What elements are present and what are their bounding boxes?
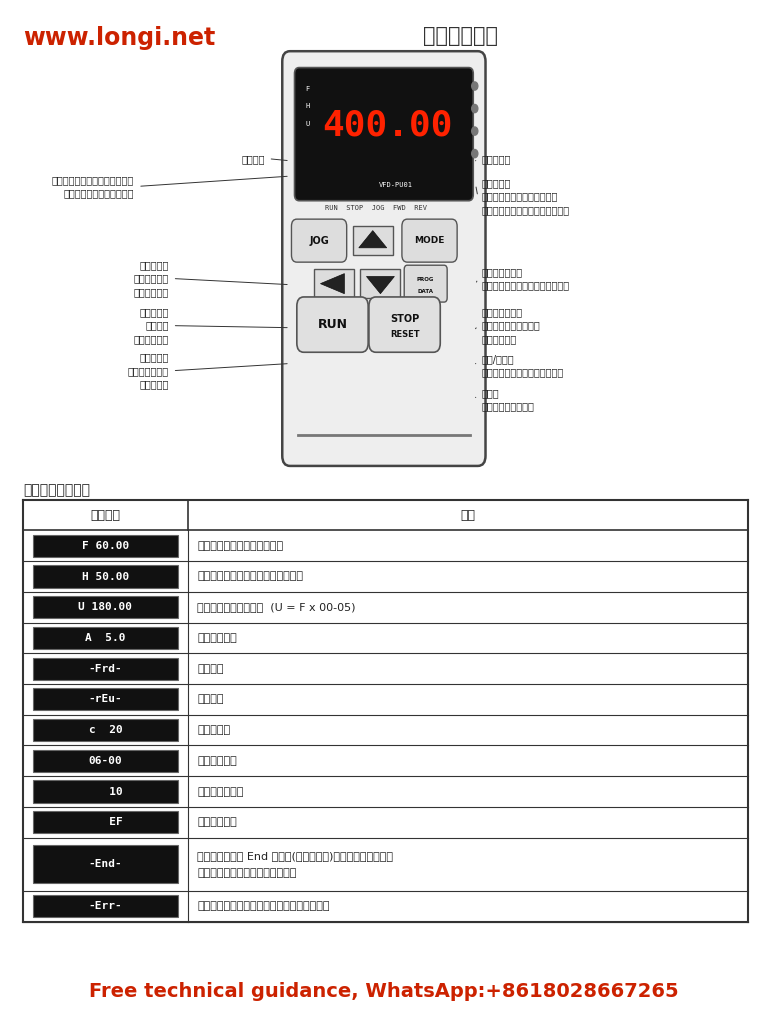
FancyBboxPatch shape xyxy=(353,226,393,255)
FancyBboxPatch shape xyxy=(33,627,178,649)
Text: RUN: RUN xyxy=(318,318,348,331)
Text: A  5.0: A 5.0 xyxy=(85,633,126,643)
FancyBboxPatch shape xyxy=(33,895,178,918)
Text: DATA: DATA xyxy=(418,290,433,294)
Circle shape xyxy=(472,82,478,90)
Text: www.longi.net: www.longi.net xyxy=(23,26,216,49)
Text: Free technical guidance, WhatsApp:+8618028667265: Free technical guidance, WhatsApp:+86180… xyxy=(89,982,678,1001)
Text: 显示参数内容值: 显示参数内容值 xyxy=(197,786,243,797)
Text: U 180.00: U 180.00 xyxy=(78,602,133,612)
Text: STOP: STOP xyxy=(390,314,420,325)
Text: 功能显示项目说明: 功能显示项目说明 xyxy=(23,483,90,498)
Text: -rEu-: -rEu- xyxy=(88,694,123,705)
Text: 数值左移键
方便於修改数值
大的设定值: 数值左移键 方便於修改数值 大的设定值 xyxy=(127,352,169,389)
Text: 状态显示区
分别可显示驱动器的运转状态
运转、停止、寸动、正转、反转等: 状态显示区 分别可显示驱动器的运转状态 运转、停止、寸动、正转、反转等 xyxy=(482,178,570,215)
Text: -Err-: -Err- xyxy=(88,901,123,911)
Polygon shape xyxy=(321,273,344,294)
FancyBboxPatch shape xyxy=(360,269,400,298)
FancyBboxPatch shape xyxy=(33,565,178,588)
FancyBboxPatch shape xyxy=(33,780,178,803)
Text: 显示项目: 显示项目 xyxy=(91,509,120,521)
Text: 06-00: 06-00 xyxy=(88,756,123,766)
Text: 400.00: 400.00 xyxy=(322,109,453,143)
Text: 显示驱动器实际输出到马达的频率。: 显示驱动器实际输出到马达的频率。 xyxy=(197,571,303,582)
Text: H 50.00: H 50.00 xyxy=(82,571,129,582)
Text: 显示画面选择键
按此键显示项目逐次变更以供选择: 显示画面选择键 按此键显示项目逐次变更以供选择 xyxy=(482,267,570,290)
Text: 可显示频率、电流、电压、转向
、使用者定义单位、异常等: 可显示频率、电流、电压、转向 、使用者定义单位、异常等 xyxy=(52,175,134,198)
Polygon shape xyxy=(367,276,394,294)
Text: 显示计数值: 显示计数值 xyxy=(197,725,230,735)
Circle shape xyxy=(472,127,478,135)
Text: -Frd-: -Frd- xyxy=(88,664,123,674)
Text: 10: 10 xyxy=(88,786,123,797)
Text: 若由显示区读到 End 的讯息(如左图所示)大约一秒钟，表示资: 若由显示区读到 End 的讯息(如左图所示)大约一秒钟，表示资 xyxy=(197,851,393,861)
Text: H: H xyxy=(305,103,310,110)
FancyBboxPatch shape xyxy=(404,265,447,302)
Circle shape xyxy=(472,150,478,158)
FancyBboxPatch shape xyxy=(33,688,178,711)
Text: 反转命令: 反转命令 xyxy=(197,694,224,705)
Text: 外部异常显示: 外部异常显示 xyxy=(197,817,237,827)
Text: PROG: PROG xyxy=(417,278,434,282)
Text: c  20: c 20 xyxy=(88,725,123,735)
Text: 若设定的资料不被接受或数值超出时即会显示: 若设定的资料不被接受或数值超出时即会显示 xyxy=(197,901,330,911)
Text: 参数资料设定键
用以读取修改驱动器的
各项参数设定: 参数资料设定键 用以读取修改驱动器的 各项参数设定 xyxy=(482,307,541,344)
Text: EF: EF xyxy=(88,817,123,827)
Text: 寸动运转键
按此键可执行
寸动频率运转: 寸动运转键 按此键可执行 寸动频率运转 xyxy=(133,260,169,297)
Polygon shape xyxy=(359,230,387,248)
FancyBboxPatch shape xyxy=(33,657,178,680)
FancyBboxPatch shape xyxy=(282,51,486,466)
FancyBboxPatch shape xyxy=(314,269,354,298)
Text: 操作器型号: 操作器型号 xyxy=(482,154,511,164)
FancyBboxPatch shape xyxy=(33,535,178,557)
FancyBboxPatch shape xyxy=(369,297,440,352)
Text: RUN  STOP  JOG  FWD  REV: RUN STOP JOG FWD REV xyxy=(325,205,427,211)
FancyBboxPatch shape xyxy=(33,719,178,741)
Text: 数值变更键
设定值及
参数变更使用: 数值变更键 设定值及 参数变更使用 xyxy=(133,307,169,344)
Text: F 60.00: F 60.00 xyxy=(82,541,129,551)
Text: MODE: MODE xyxy=(414,237,445,245)
Text: 运转键
可令驱动器执行运转: 运转键 可令驱动器执行运转 xyxy=(482,388,535,411)
FancyBboxPatch shape xyxy=(33,845,178,884)
FancyBboxPatch shape xyxy=(291,219,347,262)
Text: 显示参数项目: 显示参数项目 xyxy=(197,756,237,766)
Text: VFD-PU01: VFD-PU01 xyxy=(378,182,413,188)
Text: 说明: 说明 xyxy=(460,509,476,521)
FancyBboxPatch shape xyxy=(297,297,368,352)
Text: RESET: RESET xyxy=(390,331,420,339)
Text: 正转命令: 正转命令 xyxy=(197,664,224,674)
FancyBboxPatch shape xyxy=(402,219,457,262)
Text: 显示驱动器目前的设定频率。: 显示驱动器目前的设定频率。 xyxy=(197,541,283,551)
Circle shape xyxy=(472,104,478,113)
Text: 键盘面板外观: 键盘面板外观 xyxy=(423,26,498,46)
FancyBboxPatch shape xyxy=(33,750,178,772)
Text: 显示负载电流: 显示负载电流 xyxy=(197,633,237,643)
FancyBboxPatch shape xyxy=(33,811,178,834)
Text: 停止/重置键
可令驱动器停止运转及异常重置: 停止/重置键 可令驱动器停止运转及异常重置 xyxy=(482,354,564,377)
FancyBboxPatch shape xyxy=(295,68,473,201)
Text: U: U xyxy=(305,121,310,127)
Text: F: F xyxy=(305,86,310,92)
Text: 主显示区: 主显示区 xyxy=(241,154,265,164)
Text: 显示用户定义之物理量  (U = F x 00-05): 显示用户定义之物理量 (U = F x 00-05) xyxy=(197,602,356,612)
Text: 料已被接受并自动存入内部存贮器: 料已被接受并自动存入内部存贮器 xyxy=(197,867,297,878)
Text: JOG: JOG xyxy=(309,236,329,246)
FancyBboxPatch shape xyxy=(33,596,178,618)
Text: -End-: -End- xyxy=(88,859,123,869)
